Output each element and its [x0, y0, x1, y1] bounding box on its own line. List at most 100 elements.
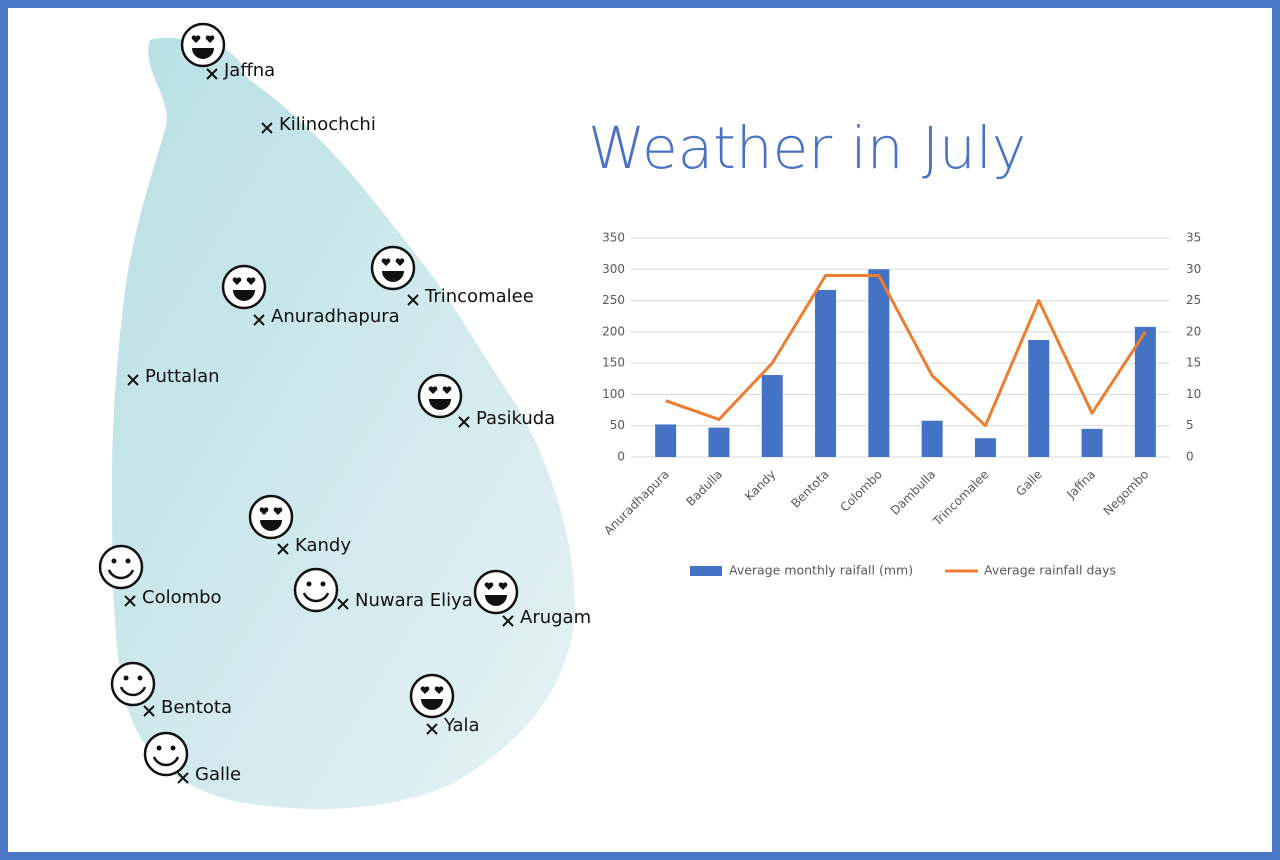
eye — [125, 558, 131, 564]
bar — [708, 427, 730, 457]
bar — [1081, 428, 1103, 457]
heart-eye — [434, 686, 444, 694]
cross — [253, 314, 265, 326]
place-label: Kandy — [295, 535, 351, 556]
cross — [502, 615, 514, 627]
heart-eye — [420, 686, 430, 694]
y-tick-label: 300 — [602, 262, 625, 276]
place-marker: Nuwara Eliya — [293, 567, 473, 613]
place-label: Yala — [443, 715, 480, 736]
mouth — [233, 290, 255, 301]
bar — [974, 438, 996, 457]
place-marker: Bentota — [110, 661, 232, 718]
place-marker: Kilinochchi — [261, 114, 376, 135]
heart-eye — [381, 258, 391, 266]
face — [180, 22, 226, 68]
y-tick-label: 0 — [617, 450, 625, 464]
place-label: Anuradhapura — [271, 306, 400, 327]
legend-label: Average rainfall days — [984, 563, 1116, 578]
mouth — [260, 520, 282, 531]
place-marker: Trincomalee — [370, 245, 534, 307]
heart-eye — [273, 507, 283, 515]
y2-tick-label: 30 — [1186, 262, 1201, 276]
place-label: Kilinochchi — [279, 114, 376, 135]
heart-eye — [246, 277, 256, 285]
bar — [868, 269, 890, 457]
bar — [1028, 339, 1050, 457]
cross — [127, 374, 139, 386]
mouth — [192, 48, 214, 59]
place-marker: Colombo — [98, 544, 222, 608]
y2-tick-label: 25 — [1186, 293, 1201, 307]
place-label: Trincomalee — [424, 286, 534, 307]
y-tick-label: 350 — [602, 231, 625, 245]
bar — [655, 424, 677, 457]
heart-eye — [232, 277, 242, 285]
mouth — [429, 399, 451, 410]
heart-eye — [191, 35, 201, 43]
cross — [277, 543, 289, 555]
bar — [815, 289, 837, 457]
y-tick-label: 100 — [602, 387, 625, 401]
cross — [124, 595, 136, 607]
place-marker: Puttalan — [127, 366, 220, 387]
cross — [337, 598, 349, 610]
mouth — [421, 699, 443, 710]
face — [473, 569, 519, 615]
eye — [111, 558, 117, 564]
face — [143, 731, 189, 777]
place-marker: Pasikuda — [417, 373, 555, 429]
place-marker: Yala — [409, 673, 480, 736]
heart-eye — [498, 582, 508, 590]
place-label: Jaffna — [223, 60, 275, 81]
y-tick-label: 150 — [602, 356, 625, 370]
legend-label: Average monthly raifall (mm) — [729, 563, 913, 578]
chart-title: Weather in July — [588, 114, 1026, 182]
eye — [123, 675, 129, 681]
y-tick-label: 50 — [610, 418, 625, 432]
cross — [177, 772, 189, 784]
y2-tick-label: 10 — [1186, 387, 1201, 401]
bar — [761, 375, 783, 457]
place-marker: Kandy — [248, 494, 351, 556]
place-marker: Anuradhapura — [221, 264, 400, 327]
place-label: Pasikuda — [476, 408, 555, 429]
cross — [143, 705, 155, 717]
y2-tick-label: 0 — [1186, 450, 1194, 464]
face — [370, 245, 416, 291]
heart-eye — [395, 258, 405, 266]
y2-tick-label: 15 — [1186, 356, 1201, 370]
place-label: Bentota — [161, 697, 232, 718]
eye — [137, 675, 143, 681]
bar — [1134, 326, 1156, 457]
eye — [320, 581, 326, 587]
y-tick-label: 250 — [602, 293, 625, 307]
place-label: Arugam — [520, 607, 591, 628]
cross — [458, 416, 470, 428]
mouth — [152, 756, 180, 767]
mouth — [485, 595, 507, 606]
eye — [306, 581, 312, 587]
line — [665, 274, 1147, 428]
place-marker: Arugam — [473, 569, 591, 628]
y2-tick-label: 35 — [1186, 231, 1201, 245]
place-marker: Jaffna — [180, 22, 275, 81]
heart-eye — [205, 35, 215, 43]
legend-swatch — [690, 566, 722, 576]
face — [221, 264, 267, 310]
heart-eye — [259, 507, 269, 515]
eye — [156, 745, 162, 751]
mouth — [302, 592, 330, 603]
heart-eye — [442, 386, 452, 394]
place-label: Puttalan — [145, 366, 220, 387]
face — [293, 567, 339, 613]
y2-tick-label: 5 — [1186, 418, 1194, 432]
mouth — [119, 686, 147, 697]
face — [248, 494, 294, 540]
y2-tick-label: 20 — [1186, 324, 1201, 338]
place-marker: Galle — [143, 731, 241, 785]
cross — [426, 723, 438, 735]
cross — [206, 68, 218, 80]
heart-eye — [428, 386, 438, 394]
face — [110, 661, 156, 707]
